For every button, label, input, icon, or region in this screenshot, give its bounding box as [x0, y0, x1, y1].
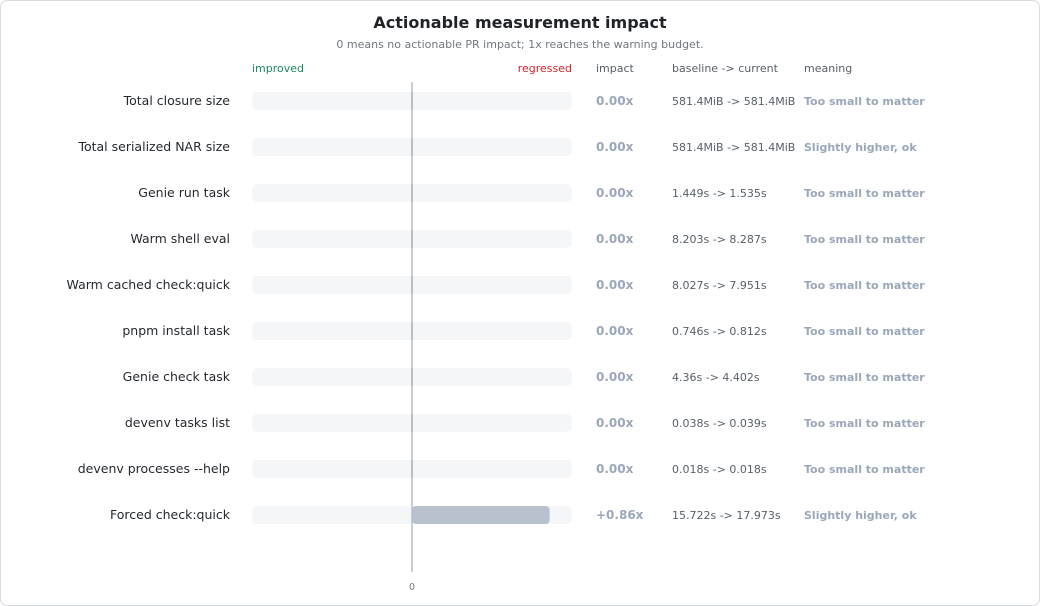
baseline-current: 8.203s -> 8.287s	[672, 233, 767, 246]
baseline-current: 1.449s -> 1.535s	[672, 187, 767, 200]
meaning-text: Slightly higher, ok	[804, 509, 917, 522]
impact-value: 0.00x	[596, 140, 634, 154]
chart-rows: Total closure size 0.00x 581.4MiB -> 581.4…	[67, 92, 925, 524]
impact-bar	[412, 506, 550, 524]
regressed-direction-label: regressed	[518, 62, 572, 75]
impact-value: 0.00x	[596, 94, 634, 108]
baseline-current: 0.018s -> 0.018s	[672, 463, 767, 476]
row-label: pnpm install task	[122, 323, 230, 338]
impact-value: +0.86x	[596, 508, 644, 522]
chart-title: Actionable measurement impact	[373, 13, 667, 32]
meaning-text: Too small to matter	[804, 325, 925, 338]
baseline-current: 581.4MiB -> 581.4MiB	[672, 95, 795, 108]
row-label: devenv tasks list	[125, 415, 230, 430]
meaning-text: Too small to matter	[804, 95, 925, 108]
row-label: Warm shell eval	[130, 231, 230, 246]
improved-direction-label: improved	[252, 62, 304, 75]
row-label: devenv processes --help	[78, 461, 230, 476]
baseline-column-header: baseline -> current	[672, 62, 779, 75]
impact-value: 0.00x	[596, 370, 634, 384]
chart-subtitle: 0 means no actionable PR impact; 1x reac…	[336, 38, 703, 51]
meaning-column-header: meaning	[804, 62, 852, 75]
baseline-current: 4.36s -> 4.402s	[672, 371, 760, 384]
impact-value: 0.00x	[596, 324, 634, 338]
row-label: Total closure size	[123, 93, 231, 108]
row-label: Warm cached check:quick	[67, 277, 231, 292]
impact-value: 0.00x	[596, 416, 634, 430]
baseline-current: 8.027s -> 7.951s	[672, 279, 767, 292]
zero-tick-label: 0	[409, 582, 415, 593]
impact-column-header: impact	[596, 62, 635, 75]
baseline-current: 15.722s -> 17.973s	[672, 509, 781, 522]
baseline-current: 0.038s -> 0.039s	[672, 417, 767, 430]
meaning-text: Too small to matter	[804, 371, 925, 384]
row-label: Genie run task	[138, 185, 230, 200]
impact-value: 0.00x	[596, 462, 634, 476]
baseline-current: 0.746s -> 0.812s	[672, 325, 767, 338]
meaning-text: Too small to matter	[804, 463, 925, 476]
baseline-current: 581.4MiB -> 581.4MiB	[672, 141, 795, 154]
meaning-text: Slightly higher, ok	[804, 141, 917, 154]
meaning-text: Too small to matter	[804, 187, 925, 200]
impact-value: 0.00x	[596, 278, 634, 292]
impact-value: 0.00x	[596, 232, 634, 246]
meaning-text: Too small to matter	[804, 279, 925, 292]
row-label: Genie check task	[123, 369, 231, 384]
row-label: Total serialized NAR size	[77, 139, 230, 154]
meaning-text: Too small to matter	[804, 417, 925, 430]
impact-value: 0.00x	[596, 186, 634, 200]
meaning-text: Too small to matter	[804, 233, 925, 246]
row-label: Forced check:quick	[110, 507, 231, 522]
